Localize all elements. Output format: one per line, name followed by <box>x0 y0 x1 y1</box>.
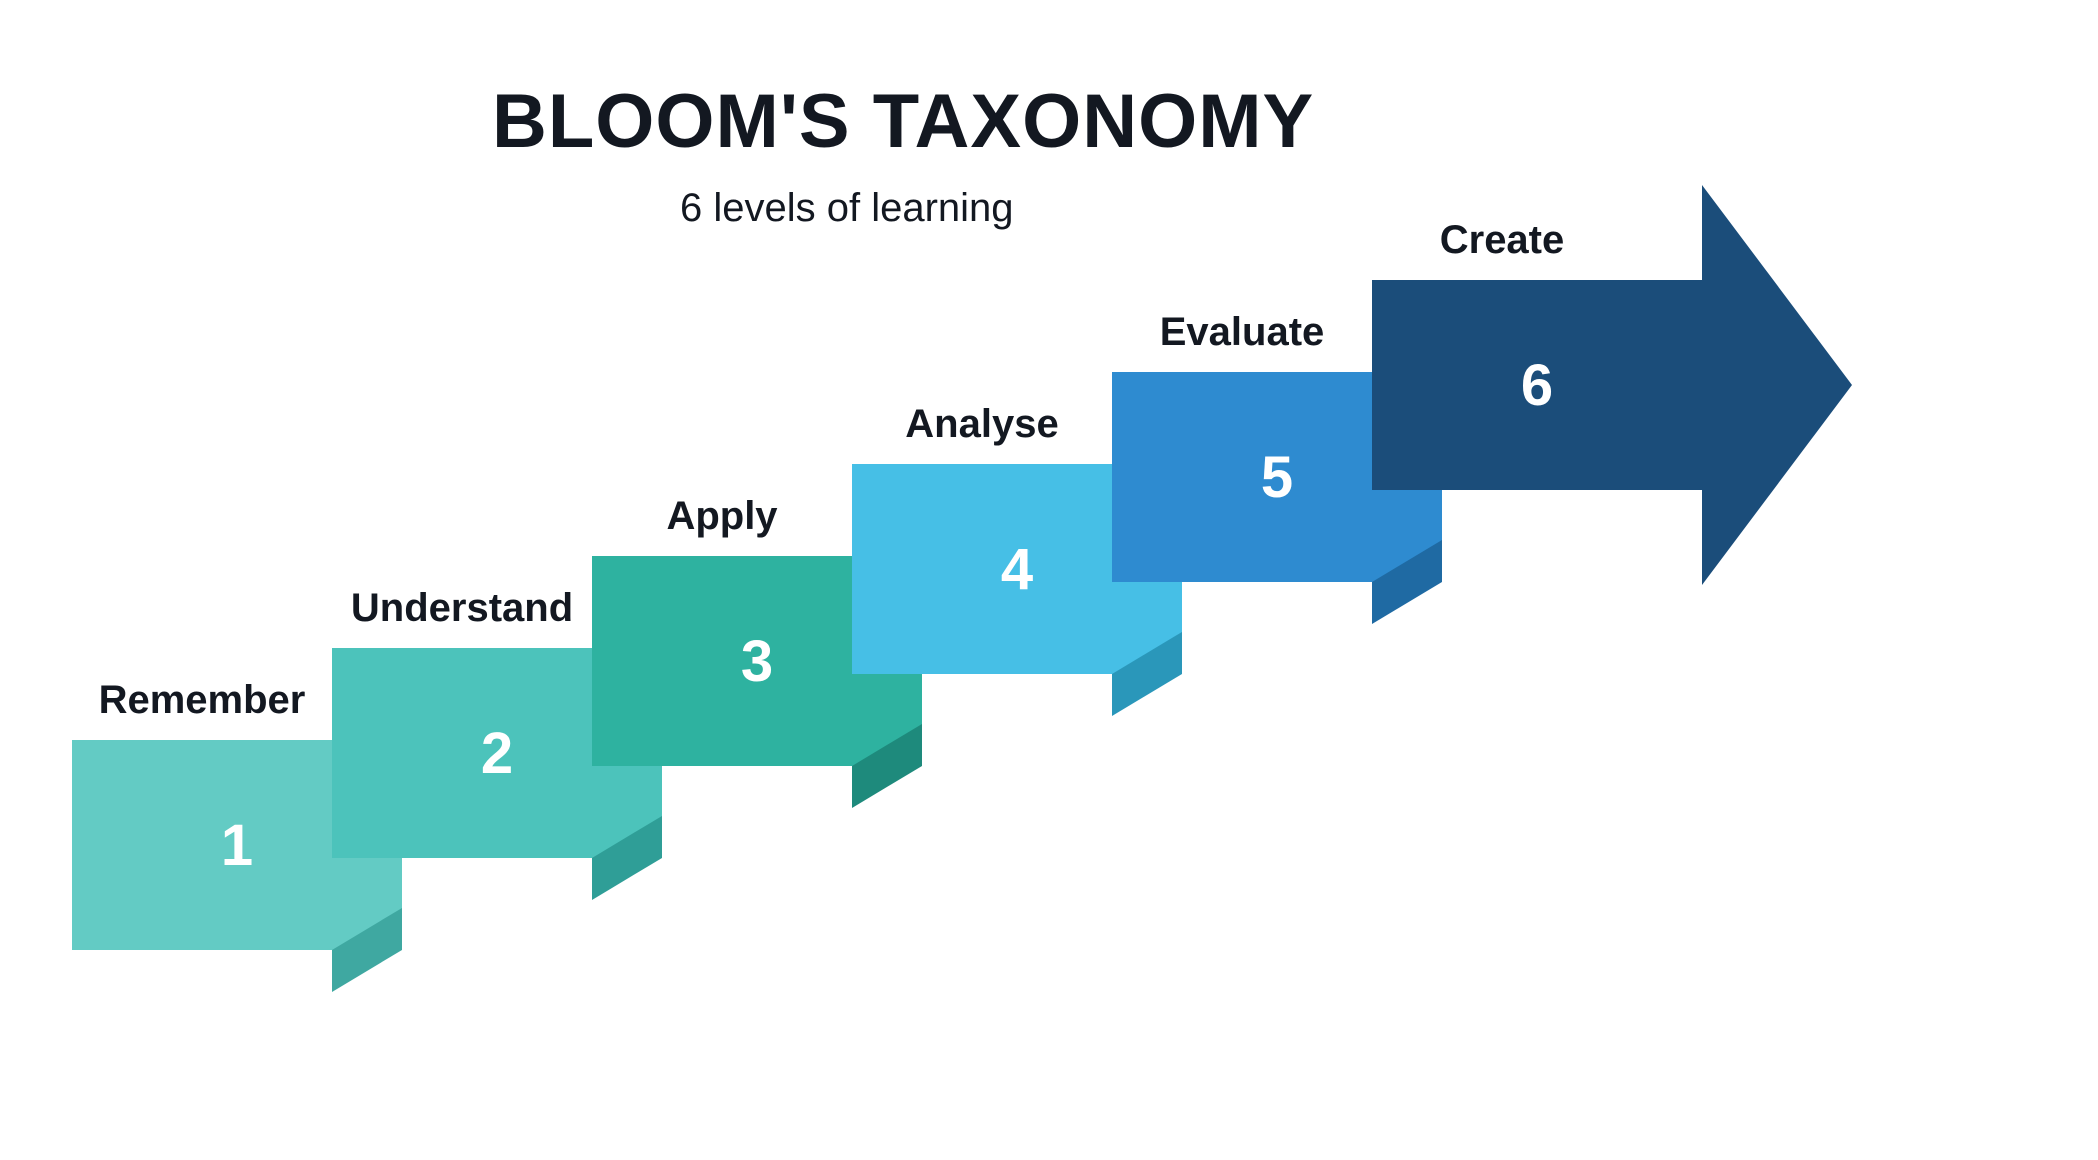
step-label: Create <box>1372 218 1632 263</box>
step-number: 1 <box>221 812 253 879</box>
step-label: Apply <box>592 494 852 539</box>
step-number: 3 <box>741 628 773 695</box>
page-title: BLOOM'S TAXONOMY <box>492 78 1314 165</box>
diagram-stage: BLOOM'S TAXONOMY 6 levels of learning 1 R… <box>0 0 2098 1160</box>
page-subtitle: 6 levels of learning <box>680 186 1014 231</box>
step-label: Evaluate <box>1112 310 1372 355</box>
step-label: Analyse <box>852 402 1112 447</box>
arrowhead-icon <box>1702 185 1852 585</box>
step-block: 6 <box>1372 280 1702 490</box>
step-number: 2 <box>481 720 513 787</box>
step-number: 5 <box>1261 444 1293 511</box>
step-label: Remember <box>72 678 332 723</box>
step-number: 6 <box>1521 352 1553 419</box>
step-number: 4 <box>1001 536 1033 603</box>
step-label: Understand <box>332 586 592 631</box>
